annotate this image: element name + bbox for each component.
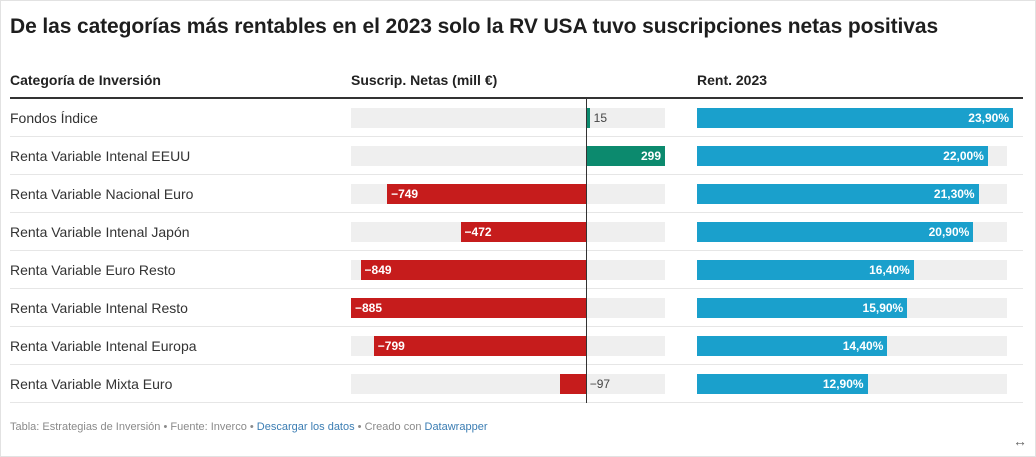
rent-bar	[697, 146, 988, 166]
category-label: Renta Variable Intenal EEUU	[10, 148, 191, 164]
chart-title: De las categorías más rentables en el 20…	[10, 15, 939, 38]
table-row: Fondos Índice 15 23,90%	[10, 99, 1023, 137]
subscriptions-value: −849	[364, 263, 392, 277]
rent-value: 23,90%	[968, 111, 1009, 125]
rent-value: 22,00%	[943, 149, 984, 163]
rent-bar	[697, 184, 979, 204]
subscriptions-track	[351, 108, 665, 128]
rent-value: 15,90%	[862, 301, 904, 315]
table-row: Renta Variable Intenal Europa −799 14,40%	[10, 327, 1023, 365]
rent-bar	[697, 374, 868, 394]
row-divider	[10, 212, 1023, 213]
download-data-link[interactable]: Descargar los datos	[256, 421, 355, 433]
subscriptions-bar	[585, 108, 590, 128]
rent-value: 12,90%	[822, 377, 864, 391]
subscriptions-value: −97	[589, 377, 611, 391]
category-label: Renta Variable Mixta Euro	[10, 376, 173, 392]
table-row: Renta Variable Intenal Japón −472 20,90%	[10, 213, 1023, 251]
table-row: Renta Variable Mixta Euro −97 12,90%	[10, 365, 1023, 403]
subscriptions-value: −885	[355, 301, 383, 315]
row-divider	[10, 364, 1023, 365]
table-row: Renta Variable Euro Resto −849 16,40%	[10, 251, 1023, 289]
rent-value: 21,30%	[933, 187, 975, 201]
rent-value: 20,90%	[928, 225, 970, 239]
column-header-category: Categoría de Inversión	[10, 72, 161, 88]
row-divider	[10, 326, 1023, 327]
subscriptions-bar	[559, 374, 586, 394]
subscriptions-bar	[373, 336, 586, 356]
column-header-rent: Rent. 2023	[697, 72, 768, 88]
subscriptions-value: −799	[377, 339, 405, 353]
datawrapper-link[interactable]: Datawrapper	[424, 421, 488, 433]
category-label: Renta Variable Intenal Japón	[10, 224, 190, 240]
header-divider	[10, 97, 1023, 99]
zero-axis-line	[586, 99, 587, 403]
rent-bar	[697, 336, 888, 356]
footer-created-with: • Creado con	[354, 421, 425, 433]
footer-source: Tabla: Estrategias de Inversión • Fuente…	[10, 421, 257, 433]
rent-bar	[697, 108, 1013, 128]
footer: Tabla: Estrategias de Inversión • Fuente…	[10, 421, 487, 433]
subscriptions-bar	[460, 222, 586, 242]
subscriptions-value: 299	[640, 149, 661, 163]
category-label: Renta Variable Euro Resto	[10, 262, 176, 278]
subscriptions-value: −749	[391, 187, 419, 201]
rent-value: 16,40%	[869, 263, 910, 277]
subscriptions-bar	[585, 146, 665, 166]
subscriptions-bar	[360, 260, 586, 280]
category-label: Fondos Índice	[10, 110, 98, 126]
category-label: Renta Variable Intenal Europa	[10, 338, 197, 354]
table-row: Renta Variable Nacional Euro −749 21,30%	[10, 175, 1023, 213]
rent-bar	[697, 298, 908, 318]
rent-bar	[697, 260, 914, 280]
rent-bar	[697, 222, 974, 242]
row-divider	[10, 402, 1023, 403]
row-divider	[10, 250, 1023, 251]
subscriptions-track	[351, 374, 665, 394]
row-divider	[10, 136, 1023, 137]
subscriptions-bar	[387, 184, 586, 204]
row-divider	[10, 174, 1023, 175]
category-label: Renta Variable Nacional Euro	[10, 186, 194, 202]
table-row: Renta Variable Intenal Resto −885 15,90%	[10, 289, 1023, 327]
rent-value: 14,40%	[842, 339, 884, 353]
column-header-subscriptions: Suscrip. Netas (mill €)	[351, 72, 498, 88]
subscriptions-bar	[351, 298, 586, 318]
table-row: Renta Variable Intenal EEUU 299 22,00%	[10, 137, 1023, 175]
category-label: Renta Variable Intenal Resto	[10, 300, 188, 316]
expand-icon[interactable]: ↔	[1013, 433, 1027, 449]
subscriptions-value: 15	[593, 111, 608, 125]
subscriptions-value: −472	[464, 225, 492, 239]
row-divider	[10, 288, 1023, 289]
